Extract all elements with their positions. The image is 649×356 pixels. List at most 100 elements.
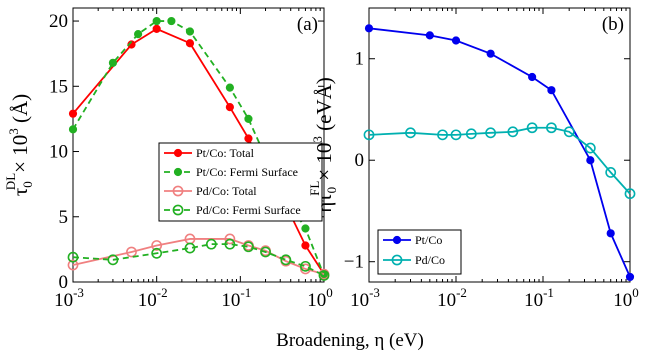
data-point [68, 125, 78, 134]
y-axis-label: ητ0FL× 103 (eVÅ) [307, 77, 339, 213]
data-point [451, 36, 461, 45]
legend-marker [172, 185, 184, 197]
data-point [301, 241, 310, 250]
data-point [185, 27, 195, 36]
panel-label: (a) [297, 14, 318, 35]
data-point [584, 142, 596, 154]
data-point [126, 246, 137, 258]
legend-label: Pd/Co: Total [196, 184, 257, 198]
data-point [318, 270, 330, 281]
legend-marker [392, 235, 402, 245]
data-point [244, 114, 253, 124]
data-point [450, 129, 462, 141]
panel-b: 10-3 10-2 10-1 100 −1 0 1 ητ0FL× 103 (eVÅ) (b) Pt… [307, 7, 639, 311]
x-tick-label: 100 [613, 285, 639, 311]
legend-label: Pd/Co [415, 253, 445, 267]
data-point [546, 122, 557, 134]
data-point [205, 238, 217, 250]
y-tick-label: 1 [355, 49, 365, 70]
data-point [625, 272, 635, 282]
y-axis-label: τ0DL× 103 (Å) [3, 94, 35, 196]
data-point [486, 49, 495, 58]
data-point [526, 122, 538, 134]
series-line [72, 27, 325, 275]
x-tick-label: 10-2 [437, 285, 467, 311]
data-point [260, 246, 271, 258]
legend-label: Pt/Co: Total [196, 146, 255, 160]
legend-marker [173, 148, 183, 158]
data-point [151, 247, 163, 259]
data-point [225, 83, 234, 92]
data-point [507, 126, 519, 138]
x-tick-label: 10-1 [221, 285, 251, 311]
data-point [425, 31, 434, 40]
data-point [563, 126, 575, 138]
legend-marker [173, 167, 183, 177]
data-point [224, 238, 236, 250]
series [363, 122, 636, 200]
legend-label: Pt/Co: Fermi Surface [196, 165, 298, 179]
data-point [107, 254, 119, 266]
y-tick-label: 10 [49, 142, 68, 163]
plot-frame [72, 7, 325, 283]
data-point [151, 240, 163, 251]
data-point [405, 127, 416, 139]
data-point [586, 156, 595, 165]
data-point [67, 259, 79, 271]
legend-marker [391, 254, 403, 266]
plot-frame [368, 7, 631, 283]
x-tick-label: 10-3 [350, 285, 380, 311]
x-tick-label: 100 [307, 285, 333, 311]
x-tick-label: 10-2 [138, 285, 168, 311]
data-point [225, 103, 234, 112]
legend-box [158, 142, 323, 222]
y-tick-label: 0 [59, 272, 69, 293]
data-point [67, 251, 79, 263]
y-tick-label: 15 [49, 76, 68, 97]
data-point [280, 254, 292, 266]
x-tick-label: 10-3 [54, 285, 84, 311]
data-point [224, 233, 236, 245]
legend: Pt/Co Pd/Co [377, 229, 462, 275]
panel-label: (b) [602, 14, 624, 35]
y-tick-label: −1 [344, 252, 364, 273]
data-point [134, 29, 143, 39]
legend-marker [172, 204, 184, 216]
series [364, 24, 635, 282]
series-line [72, 238, 325, 276]
data-point [547, 86, 556, 95]
y-tick-label: 5 [59, 207, 69, 228]
data-point [301, 224, 310, 233]
data-point [363, 129, 375, 141]
data-point [437, 129, 448, 141]
legend-box [377, 229, 462, 275]
data-point [624, 188, 636, 200]
data-point [364, 24, 374, 33]
data-point [68, 109, 78, 118]
data-point [167, 16, 176, 26]
data-point [528, 72, 537, 82]
data-point [485, 127, 497, 139]
data-point [243, 241, 254, 253]
data-point [108, 58, 118, 67]
data-point [152, 16, 161, 26]
data-point [465, 128, 477, 140]
x-tick-label: 10-1 [524, 285, 554, 311]
data-point [605, 166, 617, 178]
y-tick-label: 0 [355, 150, 365, 171]
data-point [152, 24, 161, 33]
legend-label: Pt/Co [415, 233, 442, 247]
series [68, 24, 329, 279]
data-point [606, 229, 615, 238]
series-line [368, 126, 631, 195]
data-point [300, 260, 311, 272]
data-point [244, 134, 253, 143]
series [67, 238, 330, 281]
legend-label: Pd/Co: Fermi Surface [196, 203, 301, 217]
legend: Pt/Co: Total Pt/Co: Fermi Surface Pd/Co: T… [158, 142, 323, 222]
series-line [72, 243, 325, 277]
panel-a: 10-3 10-2 10-1 100 0 5 10 15 20 τ0DL× 103 (Å) (a) P… [3, 7, 333, 311]
data-point [185, 39, 195, 48]
x-axis-label: Broadening, η (eV) [276, 330, 424, 351]
